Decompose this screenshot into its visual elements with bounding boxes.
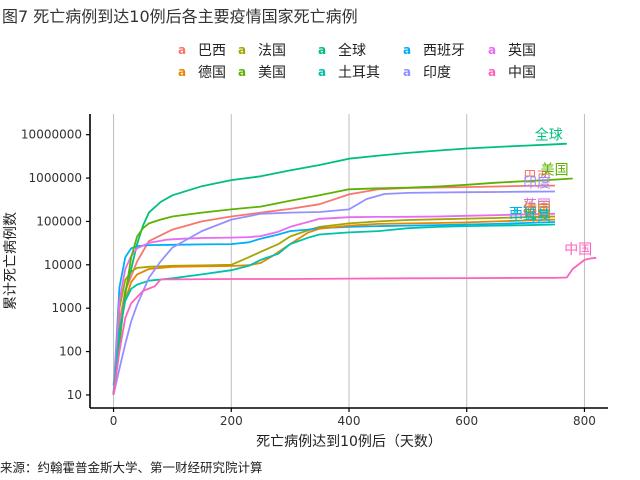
series-end-label-7: 土耳其 [509, 209, 551, 225]
x-axis-title: 死亡病例达到10例后（天数） [256, 434, 442, 450]
legend-label-8: 印度 [423, 65, 451, 81]
legend-key-7: a [317, 65, 327, 79]
y-tick-label-3: 10000 [44, 258, 82, 272]
legend-key-1: a [237, 43, 247, 57]
y-tick-label-1: 100 [59, 345, 82, 359]
series-line-2 [112, 142, 567, 386]
series-end-label-4: 英国 [523, 197, 551, 214]
source-note: 来源：约翰霍普金斯大学、第一财经研究院计算 [0, 460, 263, 475]
series-line-0 [112, 184, 556, 395]
legend-label-2: 全球 [338, 43, 366, 59]
y-tick-label-0: 10 [67, 388, 82, 402]
series-line-1 [112, 215, 556, 395]
legend-label-7: 土耳其 [338, 65, 380, 81]
series-line-7 [112, 223, 556, 395]
legend-item-3: a 西班牙 [395, 40, 465, 60]
legend-label-0: 巴西 [198, 43, 226, 59]
legend-item-2: a 全球 [310, 40, 366, 60]
legend-label-6: 美国 [258, 65, 286, 81]
legend-key-6: a [237, 65, 247, 79]
series-end-label-1: 法国 [523, 201, 551, 217]
legend-item-7: a 土耳其 [310, 62, 380, 82]
legend-key-8: a [402, 65, 412, 79]
x-tick-label-3: 600 [455, 414, 478, 428]
series-line-8 [112, 190, 556, 396]
legend-key-2: a [317, 43, 327, 57]
x-tick-label-1: 200 [220, 414, 243, 428]
series-end-label-9: 中国 [564, 242, 592, 258]
series-end-label-8: 印度 [523, 176, 551, 192]
y-tick-label-2: 1000 [51, 301, 82, 315]
series-end-label-2: 全球 [535, 127, 563, 144]
legend-key-3: a [402, 43, 412, 57]
series-end-label-6: 美国 [541, 162, 569, 178]
legend-label-1: 法国 [258, 43, 286, 59]
y-tick-label-6: 10000000 [21, 128, 82, 142]
legend-item-6: a 美国 [230, 62, 286, 82]
series-line-3 [112, 221, 556, 395]
legend-key-0: a [177, 43, 187, 57]
figure-title: 图7 死亡病例到达10例后各主要疫情国家死亡病例 [2, 7, 358, 26]
legend-item-9: a 中国 [480, 62, 536, 82]
legend-item-1: a 法国 [230, 40, 286, 60]
legend-label-5: 德国 [198, 65, 226, 81]
x-tick-label-0: 0 [110, 414, 118, 428]
legend-item-0: a 巴西 [170, 40, 226, 60]
series-line-9 [112, 256, 597, 396]
y-tick-label-5: 1000000 [29, 171, 82, 185]
series-end-label-5: 德国 [523, 204, 551, 220]
series-line-6 [112, 177, 573, 395]
legend-key-5: a [177, 65, 187, 79]
x-tick-label-2: 400 [338, 414, 361, 428]
y-axis-title: 累计死亡病例数 [3, 212, 19, 310]
legend-item-4: a 英国 [480, 40, 536, 60]
legend-label-3: 西班牙 [423, 43, 465, 59]
series-line-5 [112, 218, 556, 395]
x-tick-label-4: 800 [573, 414, 596, 428]
legend-key-9: a [487, 65, 497, 79]
legend-label-9: 中国 [508, 65, 536, 81]
legend-item-5: a 德国 [170, 62, 226, 82]
legend-label-4: 英国 [508, 43, 536, 59]
y-tick-label-4: 100000 [36, 214, 82, 228]
legend-key-4: a [487, 43, 497, 57]
series-line-4 [112, 212, 556, 395]
legend-item-8: a 印度 [395, 62, 451, 82]
